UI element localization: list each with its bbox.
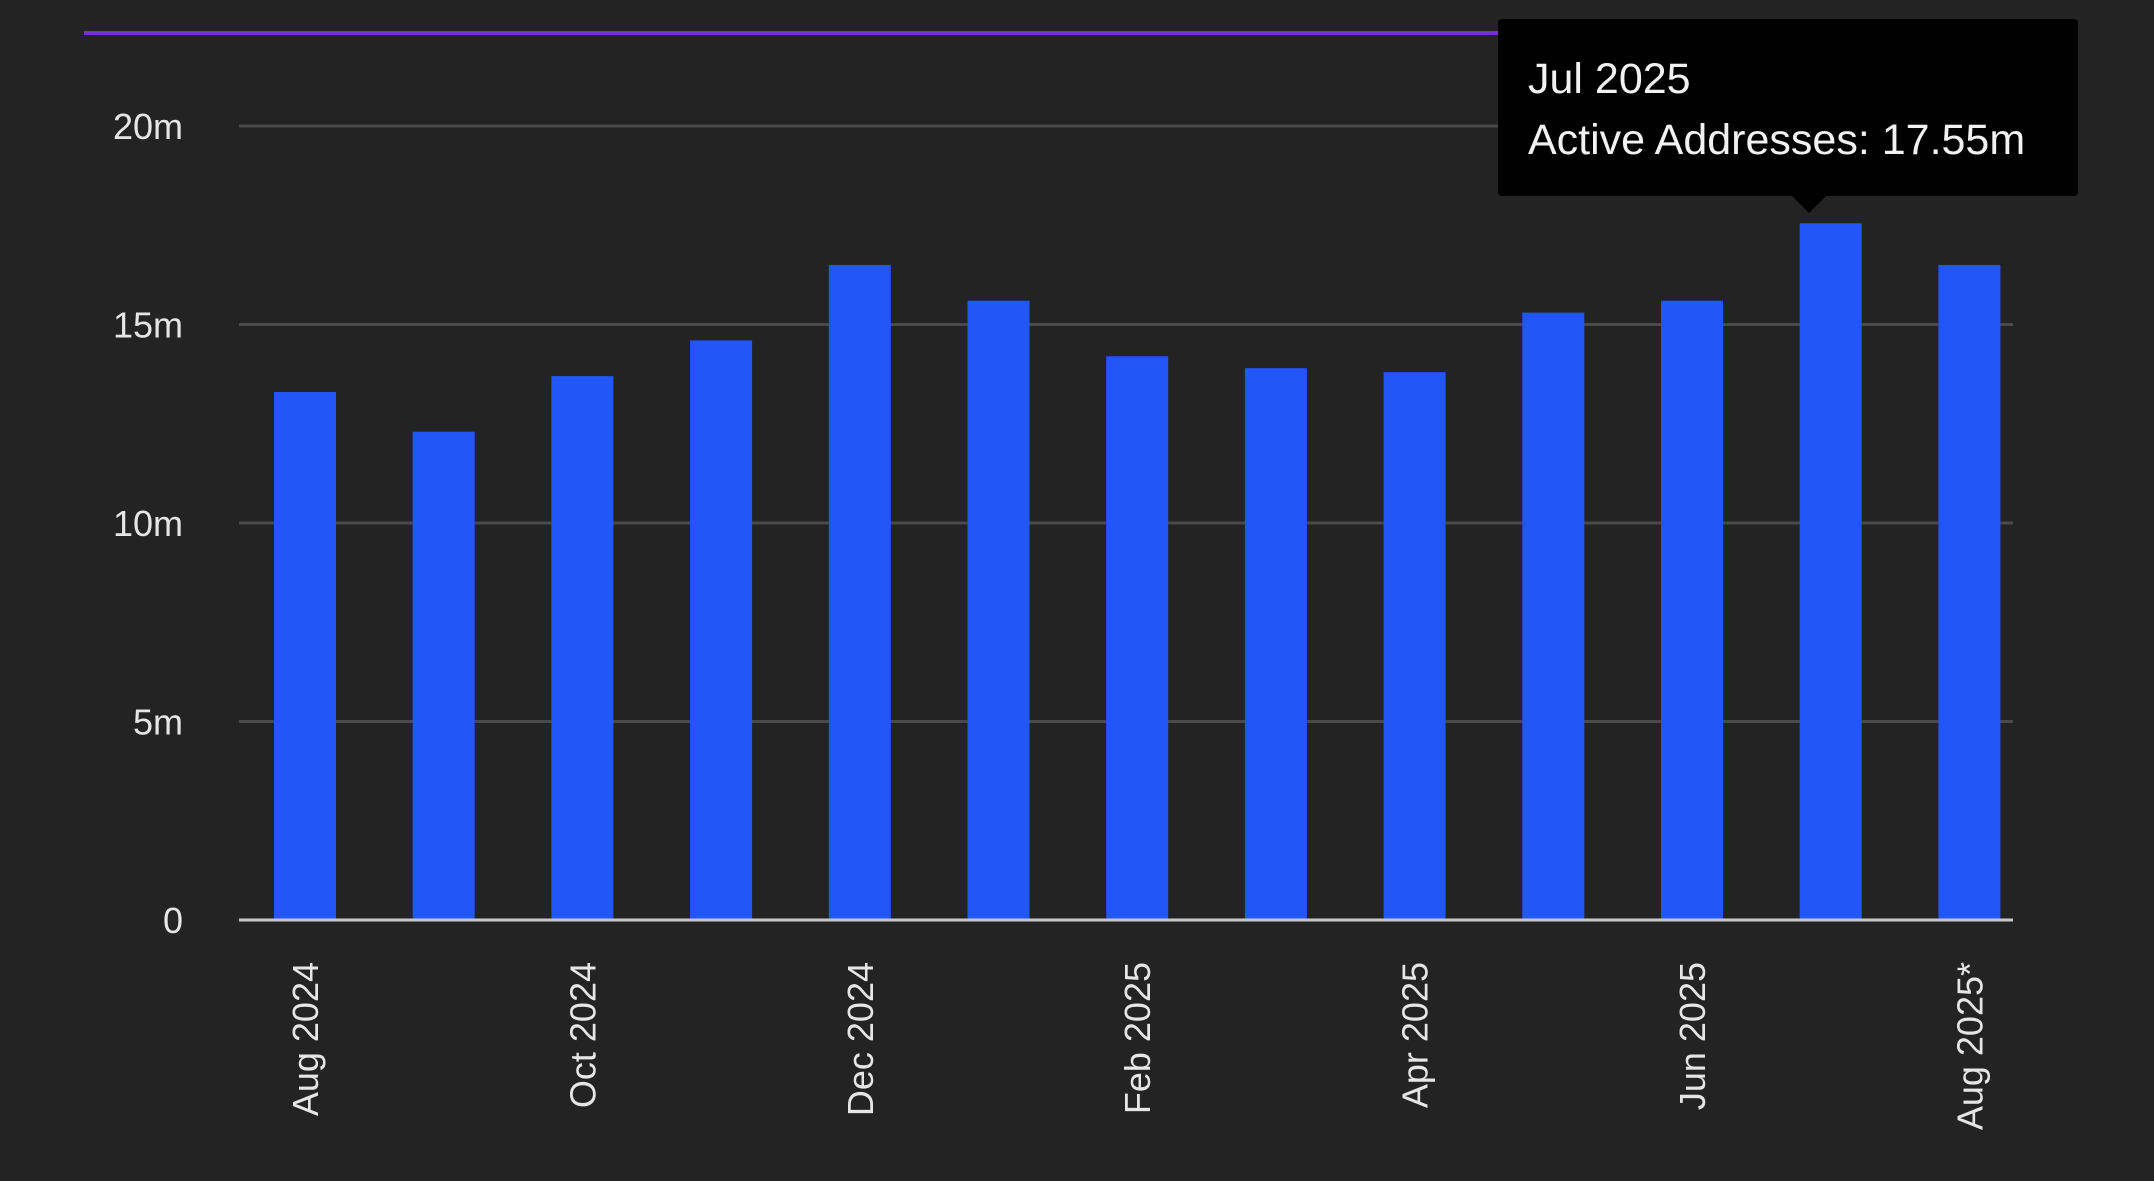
x-tick-label: Aug 2024 xyxy=(285,962,326,1116)
bar[interactable] xyxy=(1938,264,2001,920)
bar[interactable] xyxy=(967,300,1030,920)
bar[interactable] xyxy=(1383,372,1446,920)
bar[interactable] xyxy=(274,391,336,920)
y-tick-label: 10m xyxy=(113,503,183,544)
bar[interactable] xyxy=(1244,368,1307,920)
tooltip-label: Active Addresses xyxy=(1528,116,1858,164)
bar[interactable] xyxy=(1106,356,1169,920)
x-tick-label: Feb 2025 xyxy=(1117,962,1158,1114)
tooltip-title: Jul 2025 xyxy=(1528,55,1691,103)
y-tick-label: 20m xyxy=(113,106,183,147)
y-tick-label: 5m xyxy=(133,702,183,743)
bars xyxy=(274,223,2001,921)
tooltip: Jul 2025 Active Addresses: 17.55m xyxy=(1498,19,2078,196)
x-tick-label: Dec 2024 xyxy=(840,962,881,1116)
y-tick-label: 15m xyxy=(113,305,183,346)
bar[interactable] xyxy=(1799,223,1862,920)
bar[interactable] xyxy=(551,376,614,920)
tooltip-value-line: Active Addresses: 17.55m xyxy=(1528,110,2078,171)
bar[interactable] xyxy=(690,340,753,920)
x-tick-label: Apr 2025 xyxy=(1395,962,1436,1108)
tooltip-value: 17.55m xyxy=(1881,116,2026,164)
y-axis-tick-labels: 0 5m 10m 15m 20m xyxy=(113,106,183,941)
bar[interactable] xyxy=(1661,300,1723,920)
bar[interactable] xyxy=(828,264,891,920)
x-tick-label: Oct 2024 xyxy=(562,962,603,1108)
x-axis-tick-labels: Aug 2024 Oct 2024 Dec 2024 Feb 2025 Apr 2025… xyxy=(285,962,1990,1130)
y-tick-label: 0 xyxy=(163,900,183,941)
x-tick-label: Aug 2025* xyxy=(1949,962,1990,1130)
bar[interactable] xyxy=(412,431,475,920)
tooltip-arrow xyxy=(1792,196,1826,213)
x-tick-label: Jun 2025 xyxy=(1672,962,1713,1110)
tooltip-separator: : xyxy=(1857,116,1882,164)
bar[interactable] xyxy=(1522,312,1585,921)
